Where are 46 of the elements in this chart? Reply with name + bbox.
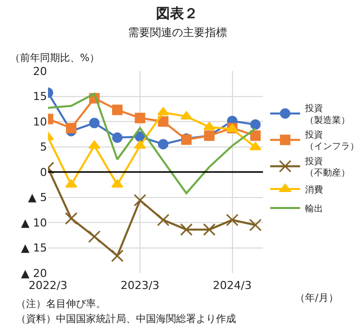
- point: [156, 214, 170, 226]
- point: [203, 122, 216, 130]
- point: [88, 230, 101, 243]
- x-tick-label: 2023/3: [120, 279, 160, 292]
- point: [112, 132, 123, 143]
- y-tick-label: 20: [33, 64, 47, 78]
- y-tick-label: ▲ 5: [28, 191, 47, 204]
- point: [134, 194, 146, 207]
- y-tick-label: ▲ 20: [21, 266, 47, 280]
- legend-label: 投資（製造業）: [304, 103, 350, 126]
- point: [158, 138, 168, 150]
- legend-label: 投資（不動産）: [304, 156, 350, 179]
- point: [111, 179, 124, 188]
- y-tick-label: ▲ 15: [21, 242, 47, 255]
- y-axis-title: （前年同期比、%）: [10, 52, 100, 64]
- legend-label: 輸出: [305, 203, 324, 214]
- point: [249, 218, 262, 232]
- point: [134, 140, 146, 149]
- y-tick-label: ▲ 10: [21, 216, 47, 230]
- y-tick-label: 15: [33, 90, 47, 104]
- point: [158, 116, 168, 127]
- legend-label: 投資（インフラ）: [304, 130, 355, 152]
- y-tick-label: 0: [40, 166, 47, 179]
- point: [226, 214, 238, 226]
- chart-subtitle: 需要関連の主要指標: [128, 26, 227, 39]
- x-tick-label: 2024/3: [212, 279, 252, 292]
- text: （注）名目伸び率。: [16, 298, 106, 310]
- x-axis-title: （年/月）: [295, 292, 338, 304]
- point: [112, 104, 123, 116]
- x-tick-label: 2022/3: [28, 279, 68, 292]
- point: [250, 130, 261, 141]
- point: [88, 140, 100, 149]
- point: [203, 223, 216, 236]
- point: [180, 223, 193, 236]
- point: [134, 112, 146, 124]
- point: [89, 118, 100, 128]
- text: （資料）中国国家統計局、中国海関総署より作成: [16, 313, 236, 325]
- point: [65, 179, 78, 188]
- point: [111, 250, 124, 262]
- y-tick-label: 10: [33, 115, 47, 128]
- y-tick-label: 5: [40, 140, 47, 154]
- legend-label: 消費: [305, 184, 324, 196]
- chart-title: 図表２: [156, 6, 198, 22]
- point: [250, 119, 261, 130]
- point: [66, 122, 76, 134]
- point: [64, 212, 78, 225]
